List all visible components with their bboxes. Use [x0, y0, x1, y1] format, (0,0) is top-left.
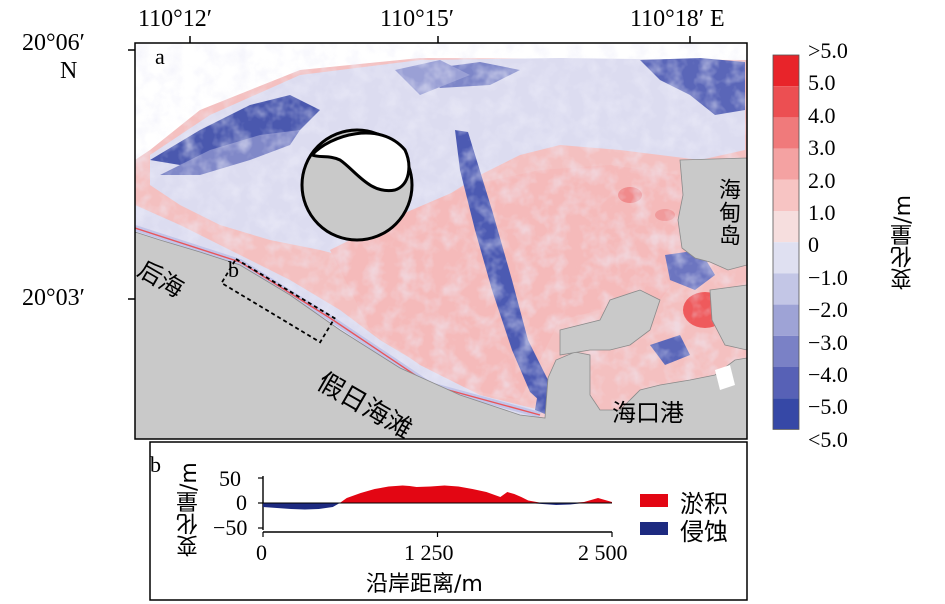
left-tick-label-2: 20°03′ — [22, 285, 85, 311]
colorbar-label-6: 0 — [808, 232, 819, 258]
colorbar-label-3: 3.0 — [808, 135, 836, 161]
legend-accretion: 淤积 — [680, 490, 728, 518]
colorbar-swatch-8 — [773, 304, 799, 336]
ytick-50: 50 — [219, 466, 241, 491]
left-tick-label-1: 20°06′ — [22, 30, 85, 56]
place-haikou-port: 海口港 — [612, 399, 684, 427]
colorbar-label-1: 5.0 — [808, 70, 836, 96]
legend-swatch-erosion — [640, 522, 668, 535]
panel-a-label: a — [155, 44, 165, 69]
colorbar-label-11: −5.0 — [808, 394, 848, 420]
profile-panel-b — [149, 441, 748, 601]
legend-erosion: 侵蚀 — [680, 518, 728, 546]
panel-b-ylabel: 变化量/m — [177, 462, 202, 558]
erosion-area — [263, 503, 612, 510]
colorbar-label-9: −3.0 — [808, 329, 848, 355]
map-panel-a — [135, 43, 747, 439]
colorbar-label-8: −2.0 — [808, 297, 848, 323]
colorbar-swatch-6 — [773, 242, 799, 274]
ytick-neg50: −50 — [213, 515, 248, 540]
north-label: N — [60, 58, 78, 84]
place-haidian-island: 海甸岛 — [715, 178, 740, 247]
top-tick-label-1: 110°12′ — [138, 6, 212, 32]
land-haidian-island — [677, 157, 747, 271]
top-tick-label-3: 110°18′ E — [630, 6, 725, 32]
colorbar-swatch-4 — [773, 179, 799, 211]
colorbar-swatch-11 — [773, 398, 799, 430]
xtick-2500: 2 500 — [578, 540, 628, 565]
colorbar-swatch-1 — [773, 86, 799, 118]
colorbar — [772, 54, 800, 430]
colorbar-label-10: −4.0 — [808, 362, 848, 387]
colorbar-swatch-0 — [773, 55, 799, 87]
colorbar-label-0: >5.0 — [808, 38, 848, 63]
colorbar-swatch-3 — [773, 148, 799, 180]
box-b-label: b — [228, 257, 239, 282]
colorbar-label-7: −1.0 — [808, 264, 848, 290]
colorbar-title: 变化量/m — [891, 195, 916, 290]
colorbar-swatch-5 — [773, 211, 799, 243]
accretion-area — [263, 485, 612, 503]
ytick-0: 0 — [236, 490, 247, 515]
haikou-port-pier — [559, 289, 661, 356]
colorbar-swatch-10 — [773, 367, 799, 399]
colorbar-label-12: <5.0 — [808, 426, 848, 452]
legend-swatch-accretion — [640, 494, 668, 507]
profile-box-b — [220, 257, 336, 344]
land-mainland — [135, 231, 747, 439]
colorbar-swatch-2 — [773, 117, 799, 149]
xtick-0: 0 — [256, 540, 267, 565]
colorbar-label-5: 1.0 — [808, 200, 836, 225]
map-frame — [134, 42, 748, 440]
colorbar-swatch-7 — [773, 273, 799, 305]
colorbar-swatch-9 — [773, 335, 799, 367]
colorbar-label-2: 4.0 — [808, 102, 836, 128]
profile-chart — [258, 476, 613, 537]
top-tick-label-2: 110°15′ — [380, 6, 454, 32]
xtick-1250: 1 250 — [404, 540, 454, 565]
panel-b-xlabel: 沿岸距离/m — [366, 572, 483, 597]
colorbar-label-4: 2.0 — [808, 167, 836, 193]
panel-b-label: b — [150, 452, 161, 477]
colorbar-frame — [772, 54, 800, 430]
